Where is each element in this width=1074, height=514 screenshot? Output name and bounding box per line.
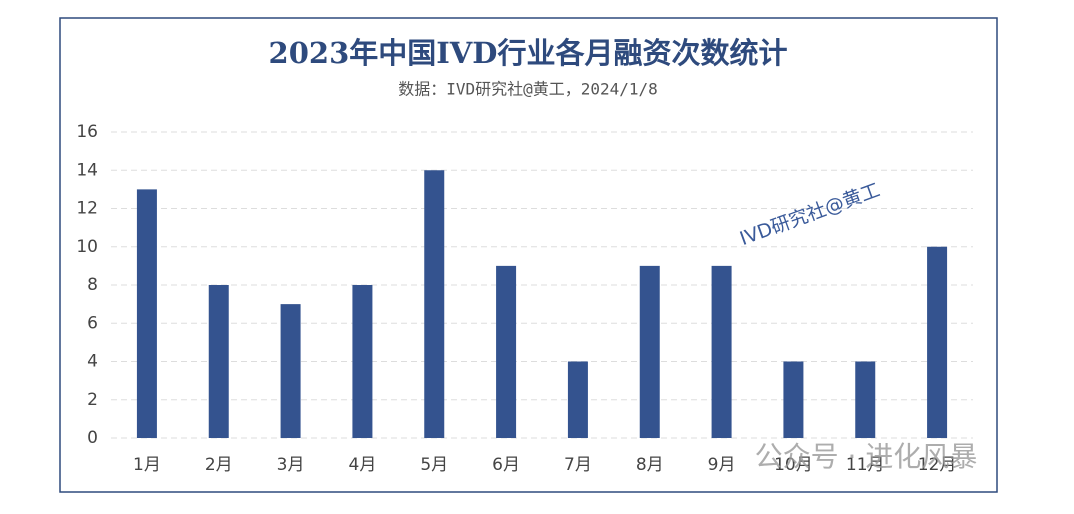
footer-watermark: 公众号 · 进化风暴 bbox=[755, 440, 978, 473]
bar bbox=[783, 361, 804, 438]
bar bbox=[927, 246, 948, 438]
y-tick-label: 2 bbox=[87, 390, 98, 410]
bar bbox=[208, 285, 229, 438]
x-tick-label: 4月 bbox=[349, 455, 377, 475]
chart-title: 2023年中国IVD行业各月融资次数统计 bbox=[269, 36, 788, 70]
x-tick-label: 8月 bbox=[636, 455, 664, 475]
x-tick-label: 6月 bbox=[492, 455, 520, 475]
x-tick-label: 7月 bbox=[564, 455, 592, 475]
bar bbox=[855, 361, 876, 438]
x-tick-label: 12月 bbox=[918, 455, 957, 475]
bar bbox=[280, 304, 301, 438]
bar bbox=[424, 170, 445, 438]
y-tick-label: 8 bbox=[87, 275, 98, 295]
y-tick-label: 0 bbox=[87, 428, 98, 448]
y-tick-label: 14 bbox=[76, 160, 98, 180]
y-tick-label: 16 bbox=[76, 122, 98, 142]
bar bbox=[639, 265, 660, 438]
bar bbox=[496, 265, 517, 438]
y-tick-label: 4 bbox=[87, 352, 98, 372]
bar bbox=[352, 285, 373, 438]
chart-subtitle: 数据：IVD研究社@黄工，2024/1/8 bbox=[398, 80, 658, 99]
bar bbox=[567, 361, 588, 438]
y-tick-label: 12 bbox=[76, 199, 98, 219]
x-tick-label: 1月 bbox=[133, 455, 161, 475]
x-tick-label: 5月 bbox=[420, 455, 448, 475]
x-tick-label: 10月 bbox=[774, 455, 813, 475]
x-tick-label: 2月 bbox=[205, 455, 233, 475]
x-tick-label: 11月 bbox=[846, 455, 885, 475]
y-tick-label: 6 bbox=[87, 313, 98, 333]
bar bbox=[711, 265, 732, 438]
y-tick-label: 10 bbox=[76, 237, 98, 257]
x-tick-label: 9月 bbox=[708, 455, 736, 475]
bar bbox=[136, 189, 157, 438]
x-tick-label: 3月 bbox=[277, 455, 305, 475]
